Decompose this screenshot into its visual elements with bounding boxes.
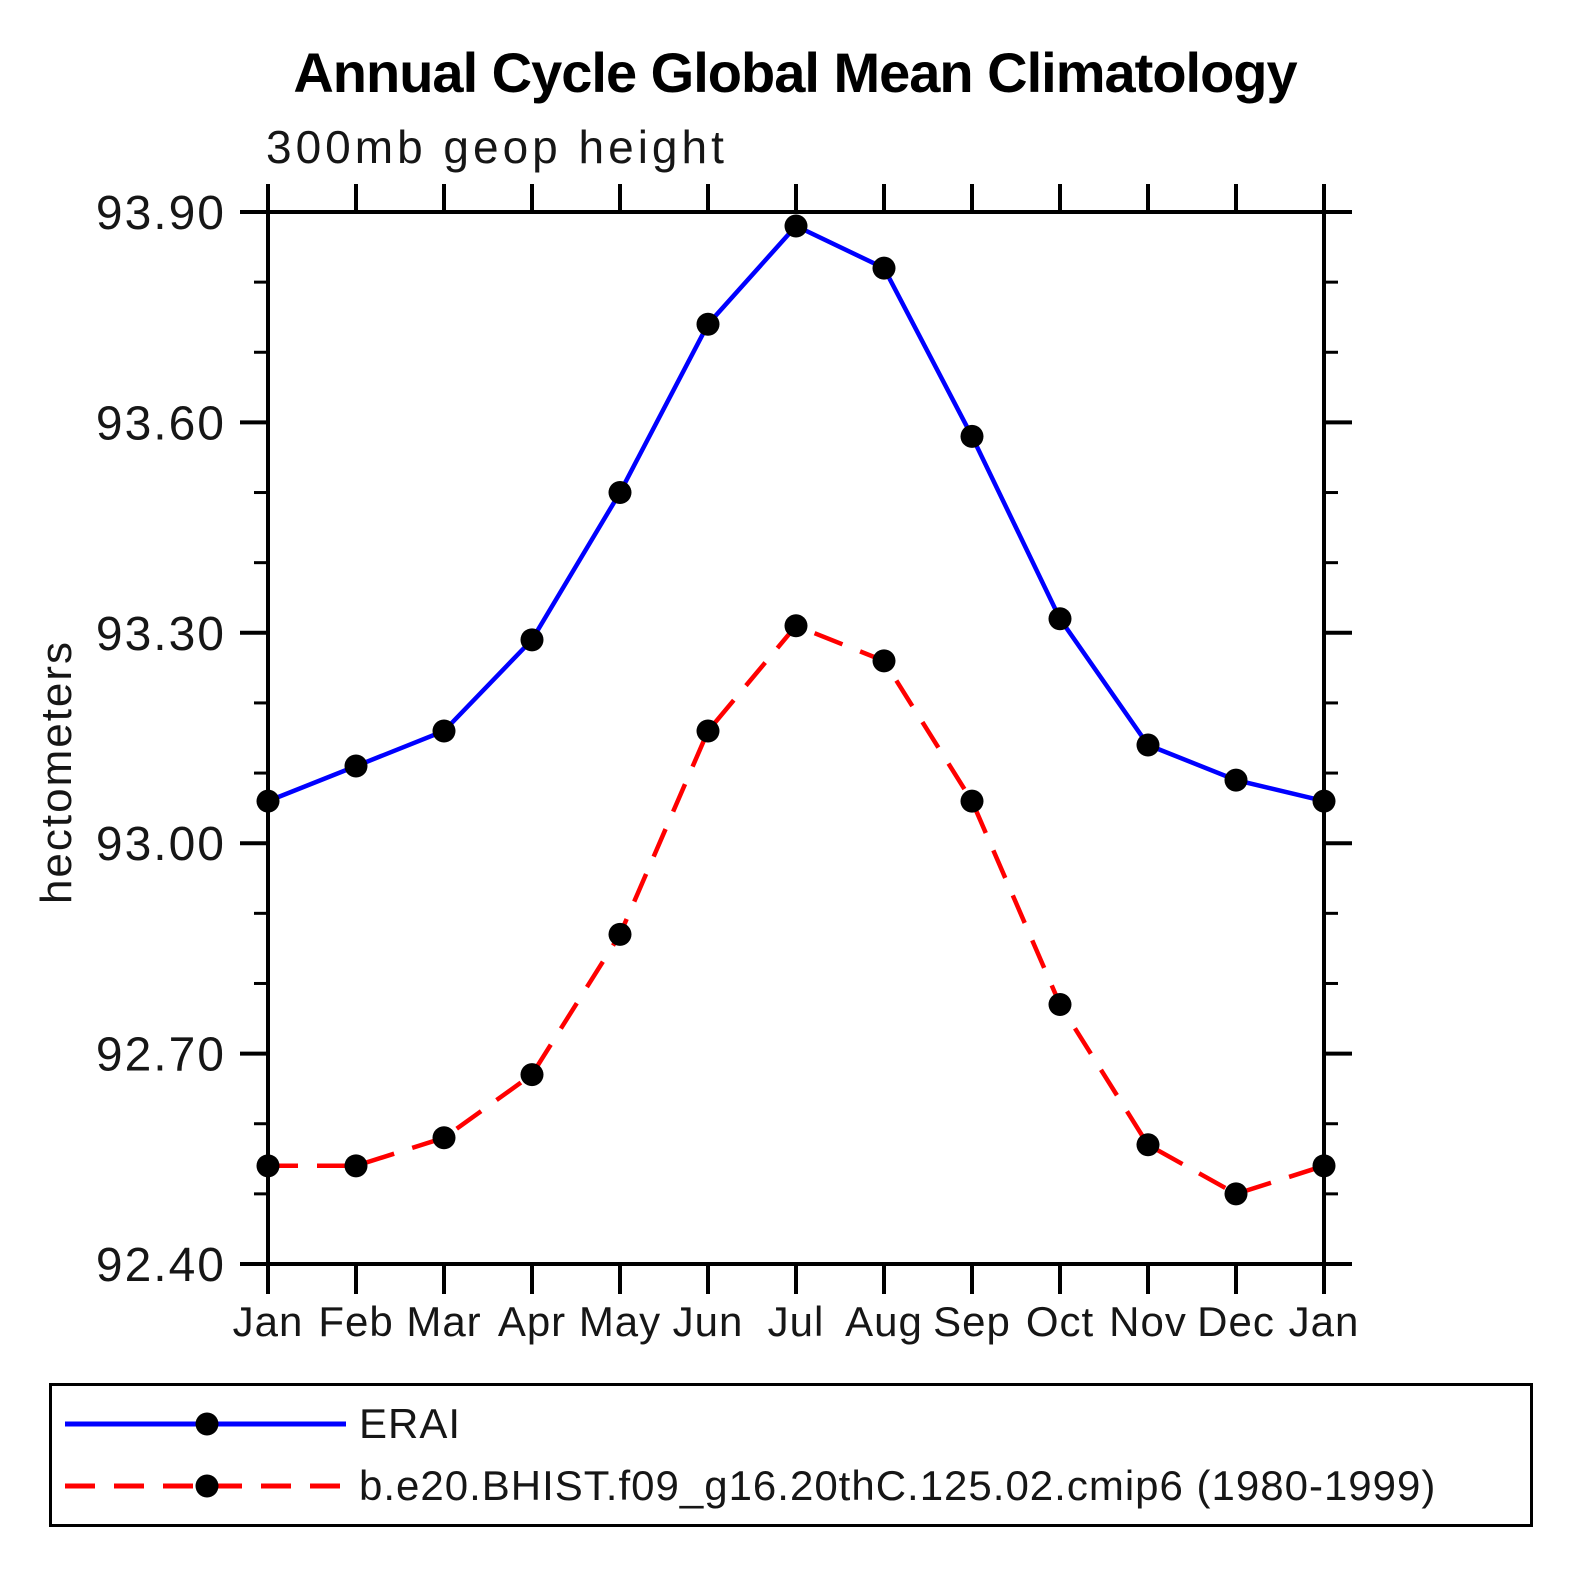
chart-subtitle: 300mb geop height (266, 121, 728, 173)
series-line-1 (268, 623, 1325, 1197)
x-axis-tick-label: Jan (233, 1298, 304, 1345)
x-axis-tick-label: Feb (318, 1298, 393, 1345)
x-axis-tick-label: Mar (406, 1298, 481, 1345)
y-axis-tick-label: 92.40 (96, 1239, 226, 1292)
data-point-marker (1312, 789, 1336, 813)
x-axis-tick-label: Jan (1289, 1298, 1360, 1345)
data-point-marker (432, 719, 456, 743)
series-markers-1 (256, 614, 1336, 1206)
x-axis-tick-label: May (579, 1298, 661, 1345)
y-axis-tick-label: 93.60 (96, 397, 226, 450)
data-point-marker (960, 424, 984, 448)
series-markers-0 (256, 214, 1336, 813)
data-point-marker (344, 1154, 368, 1178)
x-axis-tick-label: Nov (1109, 1298, 1187, 1345)
data-point-marker (872, 649, 896, 673)
y-axis-tick-label: 93.90 (96, 187, 226, 240)
data-point-marker (784, 614, 808, 638)
data-point-marker (1136, 733, 1160, 757)
data-point-marker (784, 214, 808, 238)
x-ticks (266, 184, 1326, 1294)
data-point-marker (1048, 993, 1072, 1017)
y-axis-tick-label: 93.30 (96, 608, 226, 661)
legend-solid-line-sample (65, 1412, 346, 1436)
series-line-0 (267, 223, 1325, 804)
data-point-marker (608, 922, 632, 946)
data-point-marker (432, 1126, 456, 1150)
legend-item-model: b.e20.BHIST.f09_g16.20thC.125.02.cmip6 (… (61, 1462, 1530, 1510)
x-axis-tick-label: Apr (498, 1298, 566, 1345)
x-axis-tick-label: Sep (933, 1298, 1011, 1345)
data-point-marker (1224, 768, 1248, 792)
data-point-marker (696, 719, 720, 743)
x-axis-tick-label: Jun (673, 1298, 744, 1345)
y-axis-tick-label: 92.70 (96, 1029, 226, 1082)
x-tick-labels: Jan Feb Mar Apr May Jun Jul Aug Sep Oct Nov Dec Jan (233, 1298, 1360, 1345)
legend-marker-icon (195, 1412, 219, 1436)
y-tick-labels: 93.90 93.60 93.30 93.00 92.70 92.40 (96, 187, 226, 1292)
data-point-marker (608, 481, 632, 505)
data-point-marker (960, 789, 984, 813)
x-axis-tick-label: Jul (768, 1298, 825, 1345)
data-point-marker (1048, 607, 1072, 631)
legend-dashed-line-sample (65, 1474, 346, 1498)
data-point-marker (344, 754, 368, 778)
legend: ERAI b.e20.BHIST.f09_g16.20thC.125.02.cm… (49, 1383, 1533, 1527)
data-point-marker (520, 1063, 544, 1087)
legend-marker-icon (195, 1474, 219, 1498)
data-point-marker (520, 628, 544, 652)
x-axis-tick-label: Aug (845, 1298, 923, 1345)
data-point-marker (1312, 1154, 1336, 1178)
data-point-marker (1224, 1182, 1248, 1206)
data-point-marker (256, 789, 280, 813)
legend-item-erai: ERAI (61, 1400, 1530, 1448)
chart-title: Annual Cycle Global Mean Climatology (293, 41, 1297, 104)
legend-label-erai: ERAI (359, 1400, 462, 1447)
legend-label-model: b.e20.BHIST.f09_g16.20thC.125.02.cmip6 (… (359, 1462, 1437, 1509)
y-axis-tick-label: 93.00 (96, 818, 226, 871)
x-axis-tick-label: Oct (1026, 1298, 1094, 1345)
x-axis-tick-label: Dec (1197, 1298, 1275, 1345)
data-point-marker (696, 312, 720, 336)
y-ticks (240, 210, 1352, 1266)
data-point-marker (872, 256, 896, 280)
data-point-marker (1136, 1133, 1160, 1157)
data-point-marker (256, 1154, 280, 1178)
